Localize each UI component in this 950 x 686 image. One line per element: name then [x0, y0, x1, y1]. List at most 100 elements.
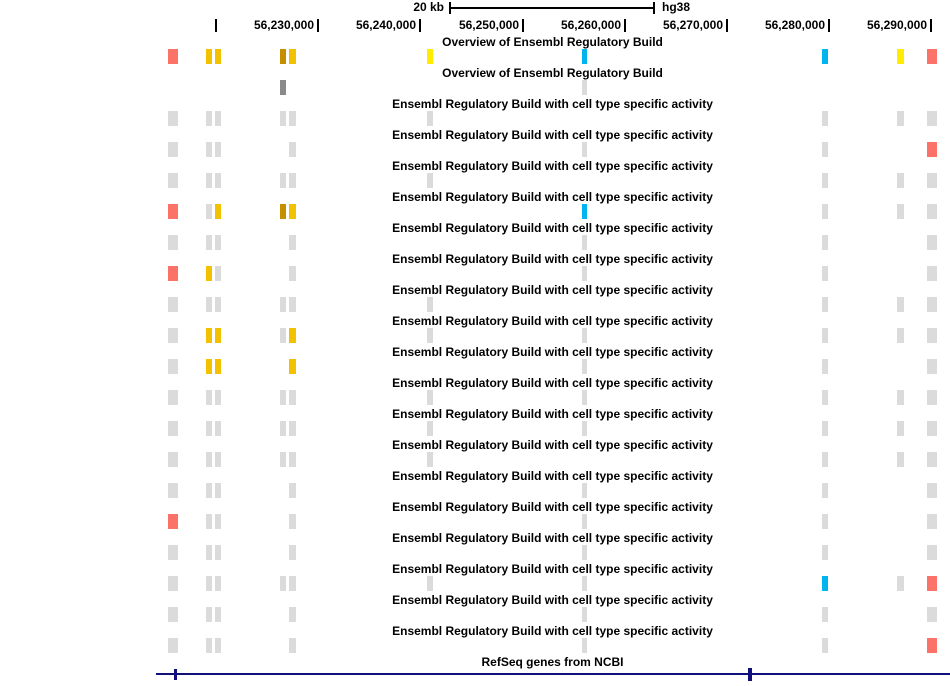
regulatory-feature-gray[interactable]	[289, 514, 296, 529]
regulatory-feature-gray[interactable]	[206, 452, 212, 467]
regulatory-feature-gray[interactable]	[280, 421, 286, 436]
regulatory-feature-gray[interactable]	[582, 545, 587, 560]
regulatory-feature-gray[interactable]	[168, 638, 178, 653]
regulatory-feature-red[interactable]	[927, 638, 937, 653]
regulatory-feature-gray[interactable]	[927, 359, 937, 374]
regulatory-feature-gray[interactable]	[927, 390, 937, 405]
regulatory-feature-gray[interactable]	[927, 328, 937, 343]
regulatory-feature-gray[interactable]	[168, 390, 178, 405]
regulatory-feature-gray[interactable]	[897, 173, 904, 188]
regulatory-feature-gray[interactable]	[927, 266, 937, 281]
regulatory-feature-gray[interactable]	[822, 452, 828, 467]
regulatory-feature-gray[interactable]	[168, 359, 178, 374]
regulatory-feature-gray[interactable]	[206, 204, 212, 219]
regulatory-feature-gray[interactable]	[822, 359, 828, 374]
regulatory-feature-gray[interactable]	[289, 545, 296, 560]
track-label[interactable]: Ensembl Regulatory Build with cell type …	[392, 624, 713, 638]
regulatory-feature-gray[interactable]	[280, 173, 286, 188]
regulatory-feature-gray[interactable]	[206, 142, 212, 157]
regulatory-feature-gray[interactable]	[897, 111, 904, 126]
regulatory-feature-gray[interactable]	[822, 173, 828, 188]
regulatory-feature-gray[interactable]	[289, 483, 296, 498]
regulatory-feature-gold[interactable]	[215, 204, 221, 219]
regulatory-feature-gray[interactable]	[168, 452, 178, 467]
regulatory-feature-gray[interactable]	[289, 576, 296, 591]
track-label[interactable]: Ensembl Regulatory Build with cell type …	[392, 407, 713, 421]
regulatory-feature-gray[interactable]	[427, 421, 433, 436]
regulatory-feature-gray[interactable]	[897, 328, 904, 343]
regulatory-feature-gray[interactable]	[427, 328, 433, 343]
regulatory-feature-gray[interactable]	[206, 545, 212, 560]
regulatory-feature-gray[interactable]	[927, 235, 937, 250]
regulatory-feature-gray[interactable]	[427, 452, 433, 467]
regulatory-feature-gray[interactable]	[215, 297, 221, 312]
regulatory-feature-gray[interactable]	[280, 297, 286, 312]
track-label[interactable]: Ensembl Regulatory Build with cell type …	[392, 500, 713, 514]
regulatory-feature-gold[interactable]	[206, 328, 212, 343]
regulatory-feature-gray[interactable]	[289, 235, 296, 250]
regulatory-feature-gray[interactable]	[280, 452, 286, 467]
regulatory-feature-gray[interactable]	[215, 390, 221, 405]
regulatory-feature-gray[interactable]	[822, 514, 828, 529]
regulatory-feature-gray[interactable]	[822, 142, 828, 157]
regulatory-feature-gray[interactable]	[582, 576, 587, 591]
regulatory-feature-red[interactable]	[927, 576, 937, 591]
track-label[interactable]: Ensembl Regulatory Build with cell type …	[392, 345, 713, 359]
track-label[interactable]: Ensembl Regulatory Build with cell type …	[392, 376, 713, 390]
regulatory-feature-gray[interactable]	[927, 297, 937, 312]
regulatory-feature-gray[interactable]	[822, 266, 828, 281]
regulatory-feature-gray[interactable]	[168, 111, 178, 126]
regulatory-feature-gray[interactable]	[206, 514, 212, 529]
regulatory-feature-gray[interactable]	[206, 390, 212, 405]
regulatory-feature-gray[interactable]	[206, 638, 212, 653]
regulatory-feature-gray[interactable]	[215, 638, 221, 653]
regulatory-feature-gray[interactable]	[168, 142, 178, 157]
regulatory-feature-gray[interactable]	[215, 607, 221, 622]
track-label[interactable]: Ensembl Regulatory Build with cell type …	[392, 128, 713, 142]
regulatory-feature-gray[interactable]	[168, 576, 178, 591]
regulatory-feature-gray[interactable]	[897, 421, 904, 436]
regulatory-feature-gold[interactable]	[289, 204, 296, 219]
track-label[interactable]: Ensembl Regulatory Build with cell type …	[392, 159, 713, 173]
track-label[interactable]: Ensembl Regulatory Build with cell type …	[392, 562, 713, 576]
regulatory-feature-gray[interactable]	[582, 421, 587, 436]
regulatory-feature-cyan[interactable]	[822, 576, 828, 591]
regulatory-feature-gold[interactable]	[289, 328, 296, 343]
regulatory-feature-gray[interactable]	[289, 266, 296, 281]
regulatory-feature-dark_gold[interactable]	[280, 204, 286, 219]
regulatory-feature-gray[interactable]	[927, 204, 937, 219]
regulatory-feature-gray[interactable]	[215, 452, 221, 467]
regulatory-feature-red[interactable]	[168, 204, 178, 219]
regulatory-feature-gray[interactable]	[897, 452, 904, 467]
regulatory-feature-gray[interactable]	[280, 328, 286, 343]
regulatory-feature-gray[interactable]	[427, 576, 433, 591]
regulatory-feature-gray[interactable]	[215, 111, 221, 126]
regulatory-feature-red[interactable]	[927, 142, 937, 157]
regulatory-feature-cyan[interactable]	[582, 49, 587, 64]
regulatory-feature-gold[interactable]	[206, 49, 212, 64]
refseq-exon-tick[interactable]	[174, 668, 177, 680]
regulatory-feature-gray[interactable]	[289, 421, 296, 436]
regulatory-feature-dark_gold[interactable]	[280, 49, 286, 64]
track-label[interactable]: Ensembl Regulatory Build with cell type …	[392, 97, 713, 111]
track-label[interactable]: RefSeq genes from NCBI	[481, 655, 624, 669]
regulatory-feature-gray[interactable]	[822, 607, 828, 622]
regulatory-feature-gray[interactable]	[289, 452, 296, 467]
regulatory-feature-gray[interactable]	[582, 359, 587, 374]
regulatory-feature-gold[interactable]	[215, 328, 221, 343]
regulatory-feature-gray[interactable]	[215, 235, 221, 250]
track-label[interactable]: Ensembl Regulatory Build with cell type …	[392, 252, 713, 266]
regulatory-feature-red[interactable]	[927, 49, 937, 64]
regulatory-feature-gray[interactable]	[206, 173, 212, 188]
regulatory-feature-gray[interactable]	[927, 173, 937, 188]
regulatory-feature-gray[interactable]	[822, 235, 828, 250]
regulatory-feature-gray[interactable]	[168, 297, 178, 312]
track-label[interactable]: Ensembl Regulatory Build with cell type …	[392, 531, 713, 545]
regulatory-feature-gray[interactable]	[897, 204, 904, 219]
regulatory-feature-gray[interactable]	[215, 266, 221, 281]
regulatory-feature-gray[interactable]	[280, 111, 286, 126]
regulatory-feature-gray[interactable]	[215, 142, 221, 157]
regulatory-feature-gray[interactable]	[822, 204, 828, 219]
regulatory-feature-gray[interactable]	[168, 328, 178, 343]
regulatory-feature-yellow[interactable]	[897, 49, 904, 64]
